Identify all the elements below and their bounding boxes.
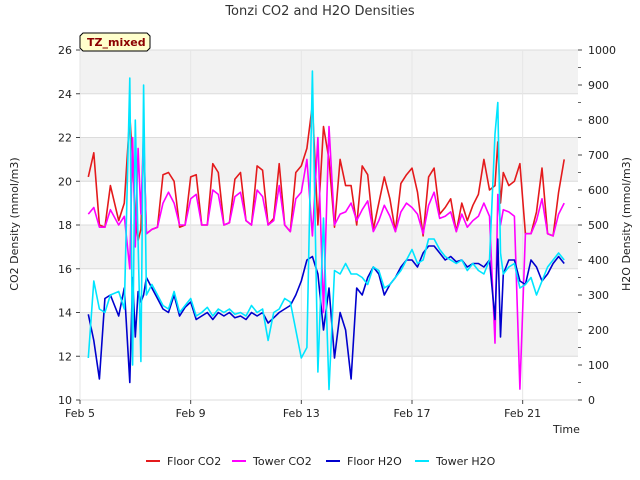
legend-label-floor-h2o: Floor H2O: [347, 455, 402, 468]
x-tick-label: Feb 13: [283, 407, 320, 420]
y-right-tick-label: 800: [588, 114, 609, 127]
legend-label-tower-co2: Tower CO2: [252, 455, 312, 468]
x-tick-label: Feb 5: [65, 407, 95, 420]
y-right-tick-label: 200: [588, 324, 609, 337]
x-axis-label: Time: [552, 423, 580, 436]
y-left-tick-label: 10: [58, 394, 72, 407]
x-tick-label: Feb 17: [394, 407, 431, 420]
y-right-tick-label: 1000: [588, 44, 616, 57]
y-left-tick-label: 18: [58, 219, 72, 232]
series-lines: [87, 70, 565, 391]
plot-band: [80, 225, 578, 269]
y-right-tick-label: 600: [588, 184, 609, 197]
y-right-tick-label: 0: [588, 394, 595, 407]
y-right-tick-label: 500: [588, 219, 609, 232]
series-line-tower-co2: [87, 125, 565, 390]
y-left-tick-label: 22: [58, 132, 72, 145]
y-right-tick-label: 300: [588, 289, 609, 302]
y-right-tick-label: 400: [588, 254, 609, 267]
chart-title: Tonzi CO2 and H2O Densities: [224, 4, 415, 19]
y-left-tick-label: 20: [58, 175, 72, 188]
y-axis-left-label: CO2 Density (mmol/m3): [8, 157, 21, 290]
y-right-tick-label: 700: [588, 149, 609, 162]
tag-label: TZ_mixed: [87, 36, 146, 49]
y-right-tick-label: 900: [588, 79, 609, 92]
axes: 10 12 14 16 18 20 22 24 26 0 100 200 300 400 500 600 700…: [58, 44, 616, 420]
legend-label-tower-h2o: Tower H2O: [435, 455, 496, 468]
x-tick-label: Feb 21: [504, 407, 541, 420]
y-left-tick-label: 12: [58, 350, 72, 363]
y-left-tick-label: 26: [58, 44, 72, 57]
legend-label-floor-co2: Floor CO2: [167, 455, 221, 468]
legend: Floor CO2 Tower CO2 Floor H2O Tower H2O: [146, 455, 496, 468]
plot-band: [80, 181, 578, 225]
tag-box: TZ_mixed: [79, 32, 151, 52]
y-left-tick-label: 24: [58, 88, 72, 101]
tag-box-background: [79, 32, 151, 52]
series-line-tower-h2o: [87, 70, 565, 391]
x-tick-label: Feb 9: [176, 407, 206, 420]
y-right-tick-label: 100: [588, 359, 609, 372]
y-left-tick-label: 14: [58, 307, 72, 320]
y-axis-right-label: H2O Density (mmol/m3): [620, 157, 633, 291]
plot-band: [80, 50, 578, 94]
y-left-tick-label: 16: [58, 263, 72, 276]
plot-band: [80, 312, 578, 357]
